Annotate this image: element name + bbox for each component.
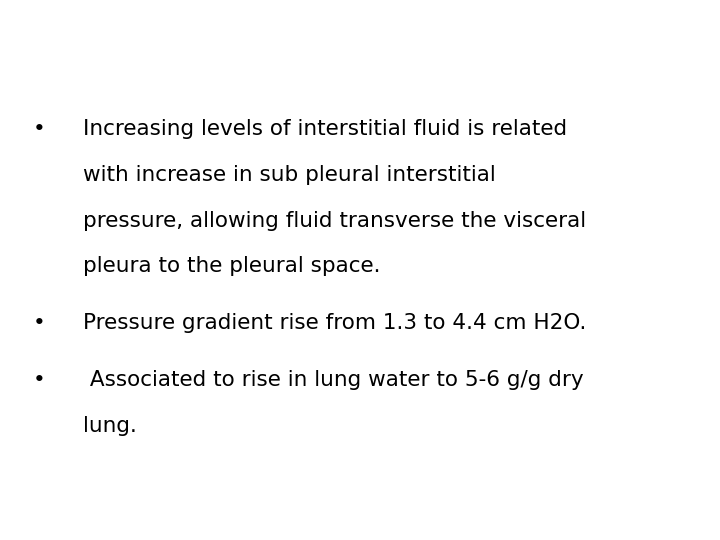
Text: Pressure gradient rise from 1.3 to 4.4 cm H2O.: Pressure gradient rise from 1.3 to 4.4 c… xyxy=(83,313,586,333)
Text: Associated to rise in lung water to 5-6 g/g dry: Associated to rise in lung water to 5-6 … xyxy=(83,370,583,390)
Text: pressure, allowing fluid transverse the visceral: pressure, allowing fluid transverse the … xyxy=(83,211,586,231)
Text: pleura to the pleural space.: pleura to the pleural space. xyxy=(83,256,380,276)
Text: Increasing levels of interstitial fluid is related: Increasing levels of interstitial fluid … xyxy=(83,119,567,139)
Text: with increase in sub pleural interstitial: with increase in sub pleural interstitia… xyxy=(83,165,495,185)
Text: •: • xyxy=(32,370,45,390)
Text: •: • xyxy=(32,313,45,333)
Text: •: • xyxy=(32,119,45,139)
Text: lung.: lung. xyxy=(83,416,137,436)
